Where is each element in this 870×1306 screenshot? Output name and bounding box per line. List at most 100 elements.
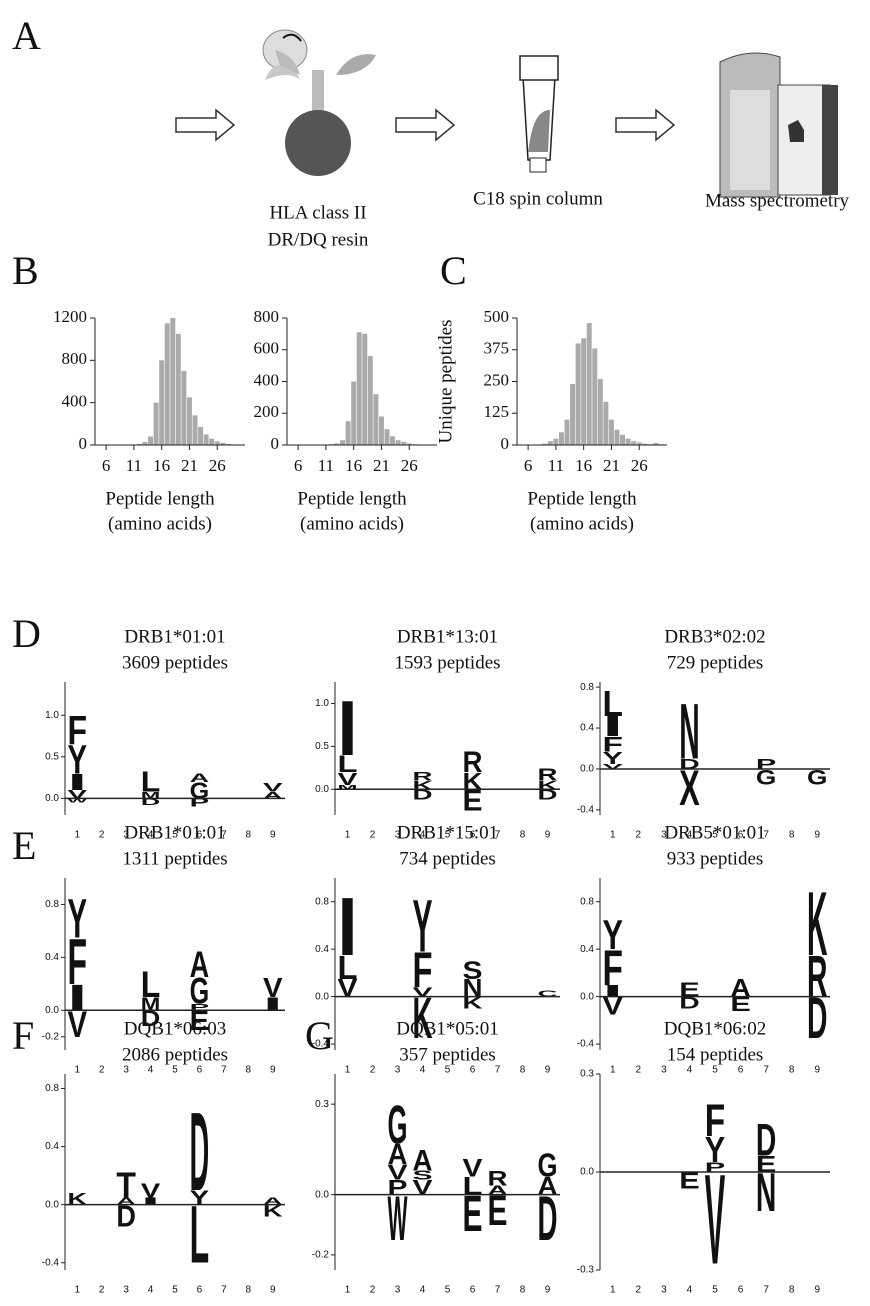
logo-title: DRB1*01:01 [124,822,225,843]
x-axis-label: Peptide length [297,488,407,509]
logo-title: 3609 peptides [122,652,228,673]
logo-letter: T [116,1165,136,1206]
logo-letter: I [338,879,358,972]
bar [214,441,220,445]
panel-label: A [12,13,41,58]
logo-letter: W [388,1183,408,1253]
x-tick-label: 1 [610,1065,616,1076]
logo-letter: E [463,785,483,818]
logo-title: DRB1*01:01 [124,626,225,647]
x-tick-label: 4 [148,1285,154,1296]
x-tick-label: 26 [209,456,226,475]
x-tick-label: 5 [712,1065,718,1076]
logo-letter: K [413,987,433,1051]
x-tick-label: 7 [763,1285,769,1296]
logo-title: DRB1*15:01 [397,822,498,843]
bar [181,370,187,445]
x-tick-label: 1 [345,1065,351,1076]
x-tick-label: 8 [246,1065,252,1076]
logo-letter: N [756,1162,776,1223]
y-tick-label: 1200 [53,307,87,326]
logo-letter: D [679,756,699,772]
panel-label: C [440,248,467,293]
bar [642,443,648,445]
bar [564,419,570,445]
y-tick-label: 0.8 [45,899,59,910]
logo-title: DRB3*02:02 [664,626,765,647]
logo-title: DRB1*13:01 [397,626,498,647]
logo-letter: F [603,733,623,757]
logo-letter: V [141,1180,161,1202]
bar [575,343,581,445]
x-tick-label: 1 [345,830,351,841]
x-tick-label: 6 [738,1065,744,1076]
x-tick-label: 8 [246,1285,252,1296]
y-tick-label: 0.4 [580,723,594,734]
x-tick-label: 5 [712,830,718,841]
bar [345,421,351,445]
logo-letter: M [338,784,358,791]
logo-letter: S [463,957,483,985]
bar [373,394,379,445]
x-tick-label: 3 [395,1285,401,1296]
logo-letter: F [705,1096,725,1147]
logo-letter: R [807,946,827,1010]
logo-letter: A [263,1196,283,1207]
bar [625,438,631,445]
y-tick-label: 0.5 [45,751,59,762]
x-tick-label: 7 [495,1285,501,1296]
logo-letter: A [538,1171,558,1200]
x-tick-label: 6 [470,1285,476,1296]
x-tick-label: 6 [294,456,303,475]
y-tick-label: 1.0 [315,698,329,709]
x-axis-label: (amino acids) [300,513,404,534]
logo-letter: P [190,1003,210,1013]
x-tick-label: 7 [221,830,227,841]
logo-letter: L [463,1171,483,1200]
logo-letter: D [190,1089,210,1214]
y-tick-label: 0.0 [315,991,329,1002]
bar [378,416,384,445]
bar [547,441,553,445]
y-tick-label: 400 [254,370,280,389]
x-tick-label: 6 [470,830,476,841]
x-tick-label: 16 [575,456,592,475]
bar [636,442,642,445]
bar [631,441,637,445]
logo-letter: A [263,791,283,801]
x-tick-label: 3 [661,1285,667,1296]
logo-letter: Y [67,737,87,783]
logo-title: 933 peptides [667,848,764,869]
logo-letter: L [338,750,358,777]
x-tick-label: 21 [181,456,198,475]
x-tick-label: 2 [99,830,105,841]
panel-label: E [12,823,36,868]
x-tick-label: 9 [545,1285,551,1296]
bar [406,443,412,445]
logo-letter: G [190,777,210,804]
y-tick-label: -0.2 [312,1250,330,1261]
x-tick-label: 9 [814,1285,820,1296]
logo-letter: D [141,797,161,807]
x-tick-label: 7 [221,1285,227,1296]
x-tick-label: 7 [495,830,501,841]
logo-letter: V [263,782,283,795]
logo-letter: I [67,769,87,796]
x-tick-label: 21 [603,456,620,475]
logo-letter: A [388,1139,408,1172]
bar [401,441,407,445]
bar [148,436,154,445]
y-tick-label: 0.0 [580,764,594,775]
logo-letter: V [603,763,623,771]
bar [384,429,390,445]
x-tick-label: 11 [548,456,564,475]
bar [164,323,170,445]
logo-letter: D [413,786,433,803]
logo-letter: D [538,1183,558,1253]
bar [334,443,340,445]
x-tick-label: 9 [270,1285,276,1296]
logo-letter: Y [603,912,624,958]
logo-letter: A [190,945,210,986]
x-tick-label: 3 [123,1065,129,1076]
bar [175,333,181,445]
